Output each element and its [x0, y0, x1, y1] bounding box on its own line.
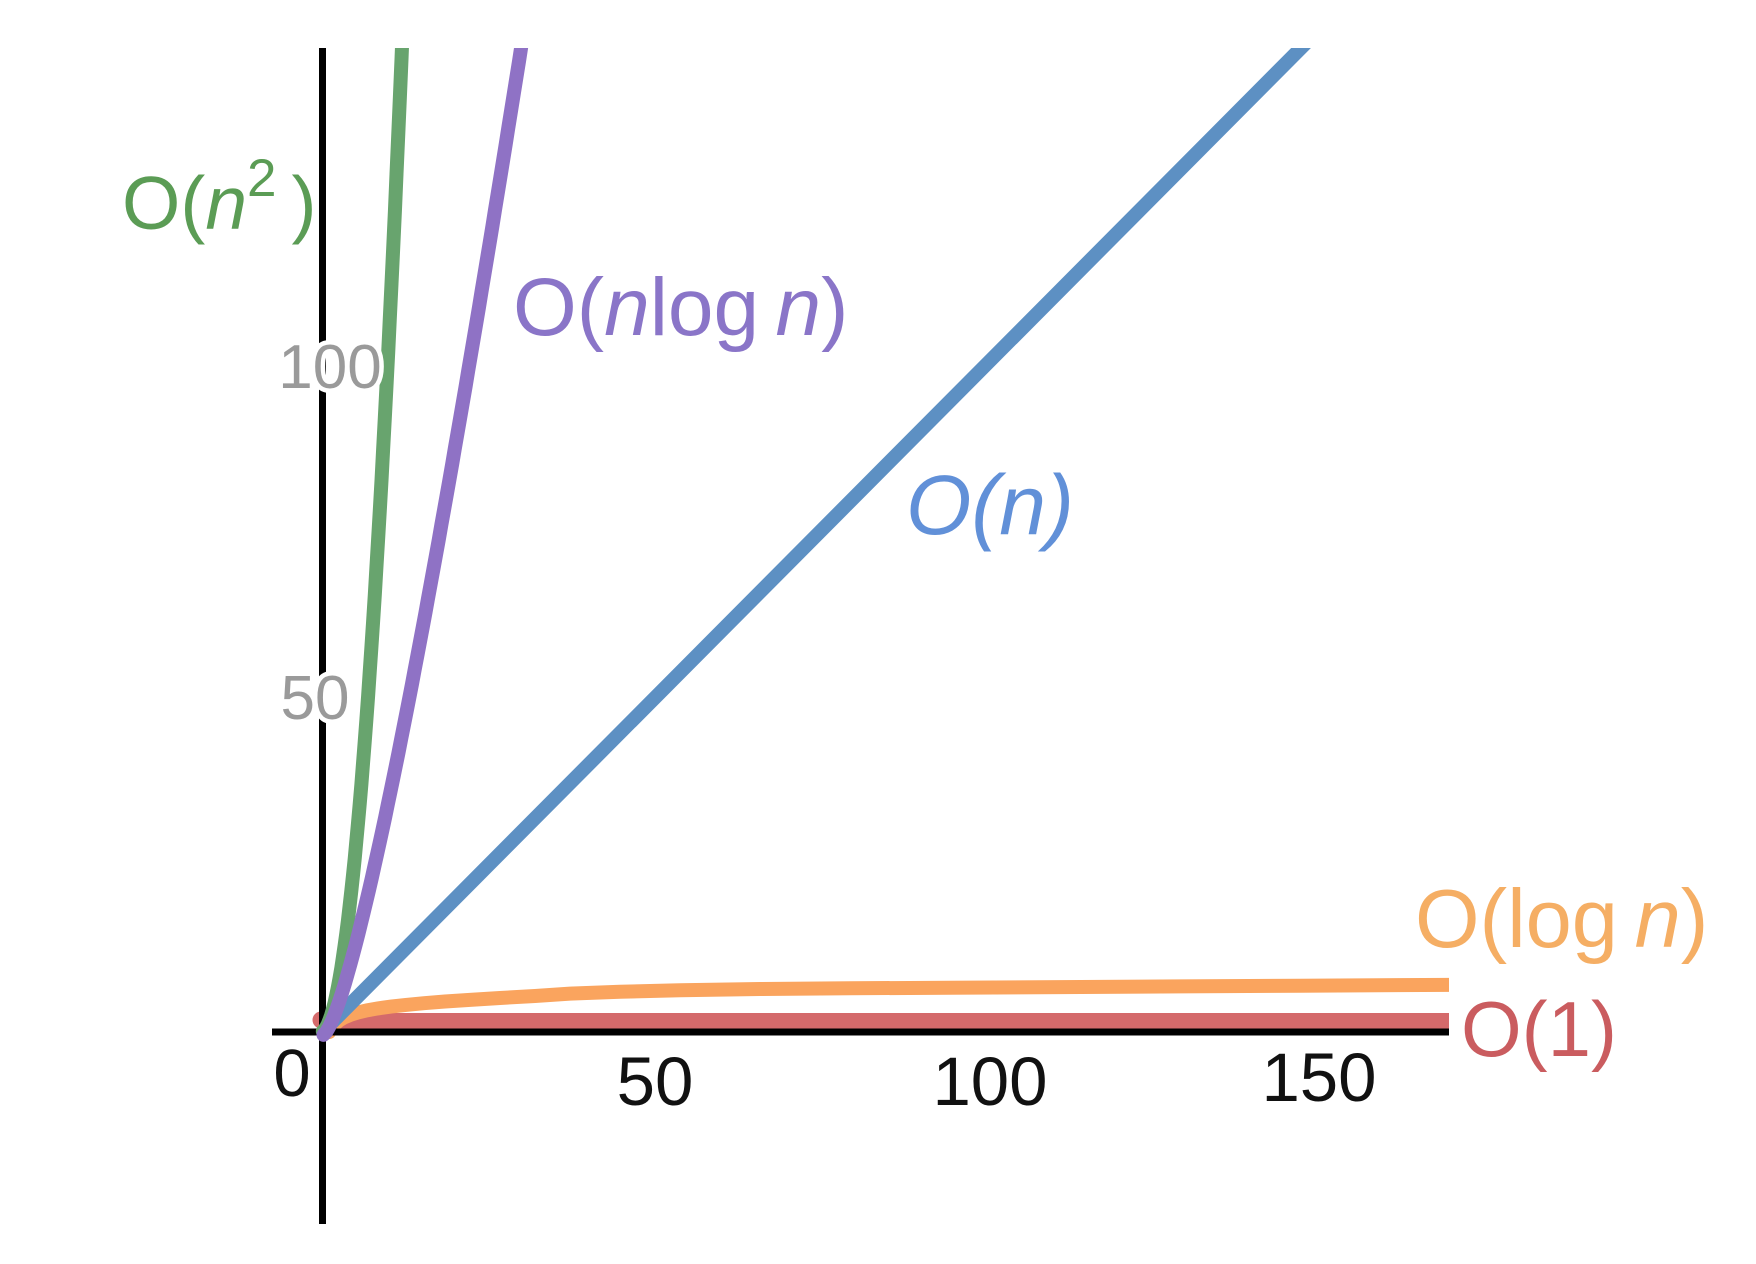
svg-text:150: 150 [1261, 1039, 1376, 1116]
svg-text:100: 100 [278, 333, 381, 402]
svg-text:O(n): O(n) [906, 458, 1074, 552]
svg-text:O(n2 ): O(n2 ) [122, 149, 317, 245]
svg-text:O(log n): O(log n) [1415, 872, 1708, 965]
svg-text:O(nlog n): O(nlog n) [513, 262, 848, 353]
svg-text:100: 100 [932, 1043, 1047, 1120]
svg-text:O(1): O(1) [1461, 985, 1617, 1073]
svg-text:0: 0 [273, 1036, 310, 1111]
svg-text:50: 50 [617, 1043, 694, 1120]
svg-text:50: 50 [281, 664, 350, 733]
